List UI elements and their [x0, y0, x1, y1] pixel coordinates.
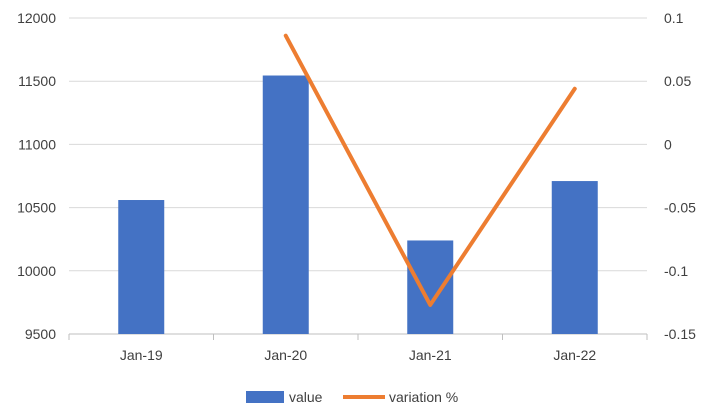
legend-swatch-value [246, 391, 284, 403]
left-tick-label: 11500 [18, 73, 56, 89]
x-tick-label: Jan-22 [553, 347, 596, 363]
right-tick-label: 0.05 [664, 73, 691, 89]
left-tick-label: 11000 [18, 136, 56, 152]
bar [407, 240, 453, 334]
legend-label-variation: variation % [389, 389, 458, 405]
left-axis-ticks: 12000 11500 11000 10500 10000 9500 [17, 10, 56, 342]
bar-series-value [118, 76, 598, 334]
right-axis-ticks: 0.1 0.05 0 -0.05 -0.1 -0.15 [664, 10, 696, 342]
x-tick-label: Jan-21 [409, 347, 452, 363]
x-axis-ticks: Jan-19 Jan-20 Jan-21 Jan-22 [69, 334, 647, 363]
left-tick-label: 9500 [25, 326, 56, 342]
right-tick-label: -0.05 [664, 200, 696, 216]
left-tick-label: 10500 [17, 200, 56, 216]
legend: value variation % [246, 389, 458, 405]
right-tick-label: 0 [664, 136, 672, 152]
x-tick-label: Jan-20 [264, 347, 307, 363]
right-tick-label: -0.15 [664, 326, 696, 342]
bar [118, 200, 164, 334]
right-tick-label: -0.1 [664, 263, 688, 279]
left-tick-label: 10000 [17, 263, 56, 279]
legend-label-value: value [289, 389, 323, 405]
bar [552, 181, 598, 334]
bar [263, 76, 309, 334]
left-tick-label: 12000 [17, 10, 56, 26]
x-tick-label: Jan-19 [120, 347, 163, 363]
right-tick-label: 0.1 [664, 10, 684, 26]
